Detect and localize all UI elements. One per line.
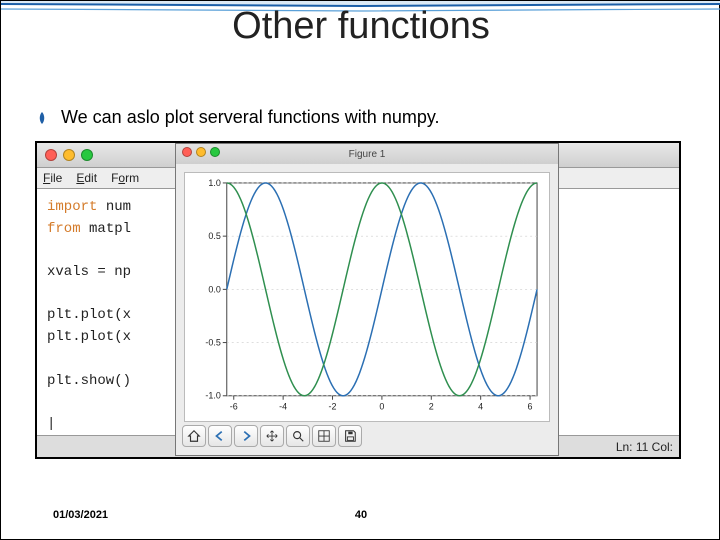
code-text: plt.show() <box>47 373 131 389</box>
svg-text:-6: -6 <box>230 402 238 412</box>
minimize-icon[interactable] <box>63 149 75 161</box>
svg-text:-0.5: -0.5 <box>205 338 220 348</box>
close-icon[interactable] <box>45 149 57 161</box>
svg-text:6: 6 <box>528 402 533 412</box>
figure-toolbar <box>176 422 558 450</box>
svg-text:-1.0: -1.0 <box>205 391 220 401</box>
svg-text:0.0: 0.0 <box>208 284 220 294</box>
code-text: plt.plot(x <box>47 329 131 345</box>
bullet-row: We can aslo plot serveral functions with… <box>35 107 440 128</box>
back-icon[interactable] <box>208 425 232 447</box>
code-text: plt.plot(x <box>47 307 131 323</box>
menu-edit[interactable]: Edit <box>76 171 97 185</box>
menu-file[interactable]: File <box>43 171 62 185</box>
kw-from: from <box>47 221 81 237</box>
bullet-text: We can aslo plot serveral functions with… <box>61 107 440 128</box>
save-icon[interactable] <box>338 425 362 447</box>
figure-title: Figure 1 <box>349 149 386 160</box>
svg-text:1.0: 1.0 <box>208 178 220 188</box>
slide-title: Other functions <box>1 5 720 48</box>
zoom-icon[interactable] <box>286 425 310 447</box>
status-ln: Ln: 11 <box>616 440 648 454</box>
code-text: matpl <box>81 221 131 237</box>
code-text: xvals = np <box>47 264 131 280</box>
chart: -1.0 -0.5 0.0 0.5 1.0 -6 -4 -2 0 2 4 6 <box>185 173 549 420</box>
home-icon[interactable] <box>182 425 206 447</box>
code-text: num <box>97 199 131 215</box>
figure-window: Figure 1 -1.0 -0.5 0.0 0.5 1.0 -6 -4 -2 0 2 4 6 <box>175 143 559 456</box>
status-col: Col: <box>652 440 673 454</box>
svg-text:0.5: 0.5 <box>208 231 220 241</box>
bullet-marker-icon <box>35 111 49 125</box>
svg-text:4: 4 <box>478 402 483 412</box>
plot-area: -1.0 -0.5 0.0 0.5 1.0 -6 -4 -2 0 2 4 6 <box>184 172 550 422</box>
maximize-icon[interactable] <box>210 147 220 157</box>
svg-text:-2: -2 <box>329 402 337 412</box>
menu-format[interactable]: Form <box>111 171 139 185</box>
minimize-icon[interactable] <box>196 147 206 157</box>
svg-text:0: 0 <box>379 402 384 412</box>
kw-import: import <box>47 199 97 215</box>
svg-text:2: 2 <box>429 402 434 412</box>
pan-icon[interactable] <box>260 425 284 447</box>
subplot-icon[interactable] <box>312 425 336 447</box>
close-icon[interactable] <box>182 147 192 157</box>
figure-titlebar: Figure 1 <box>176 144 558 164</box>
forward-icon[interactable] <box>234 425 258 447</box>
svg-text:-4: -4 <box>279 402 287 412</box>
cursor: | <box>47 416 55 432</box>
maximize-icon[interactable] <box>81 149 93 161</box>
footer-page: 40 <box>1 509 720 521</box>
slide: Other functions We can aslo plot servera… <box>0 0 720 540</box>
